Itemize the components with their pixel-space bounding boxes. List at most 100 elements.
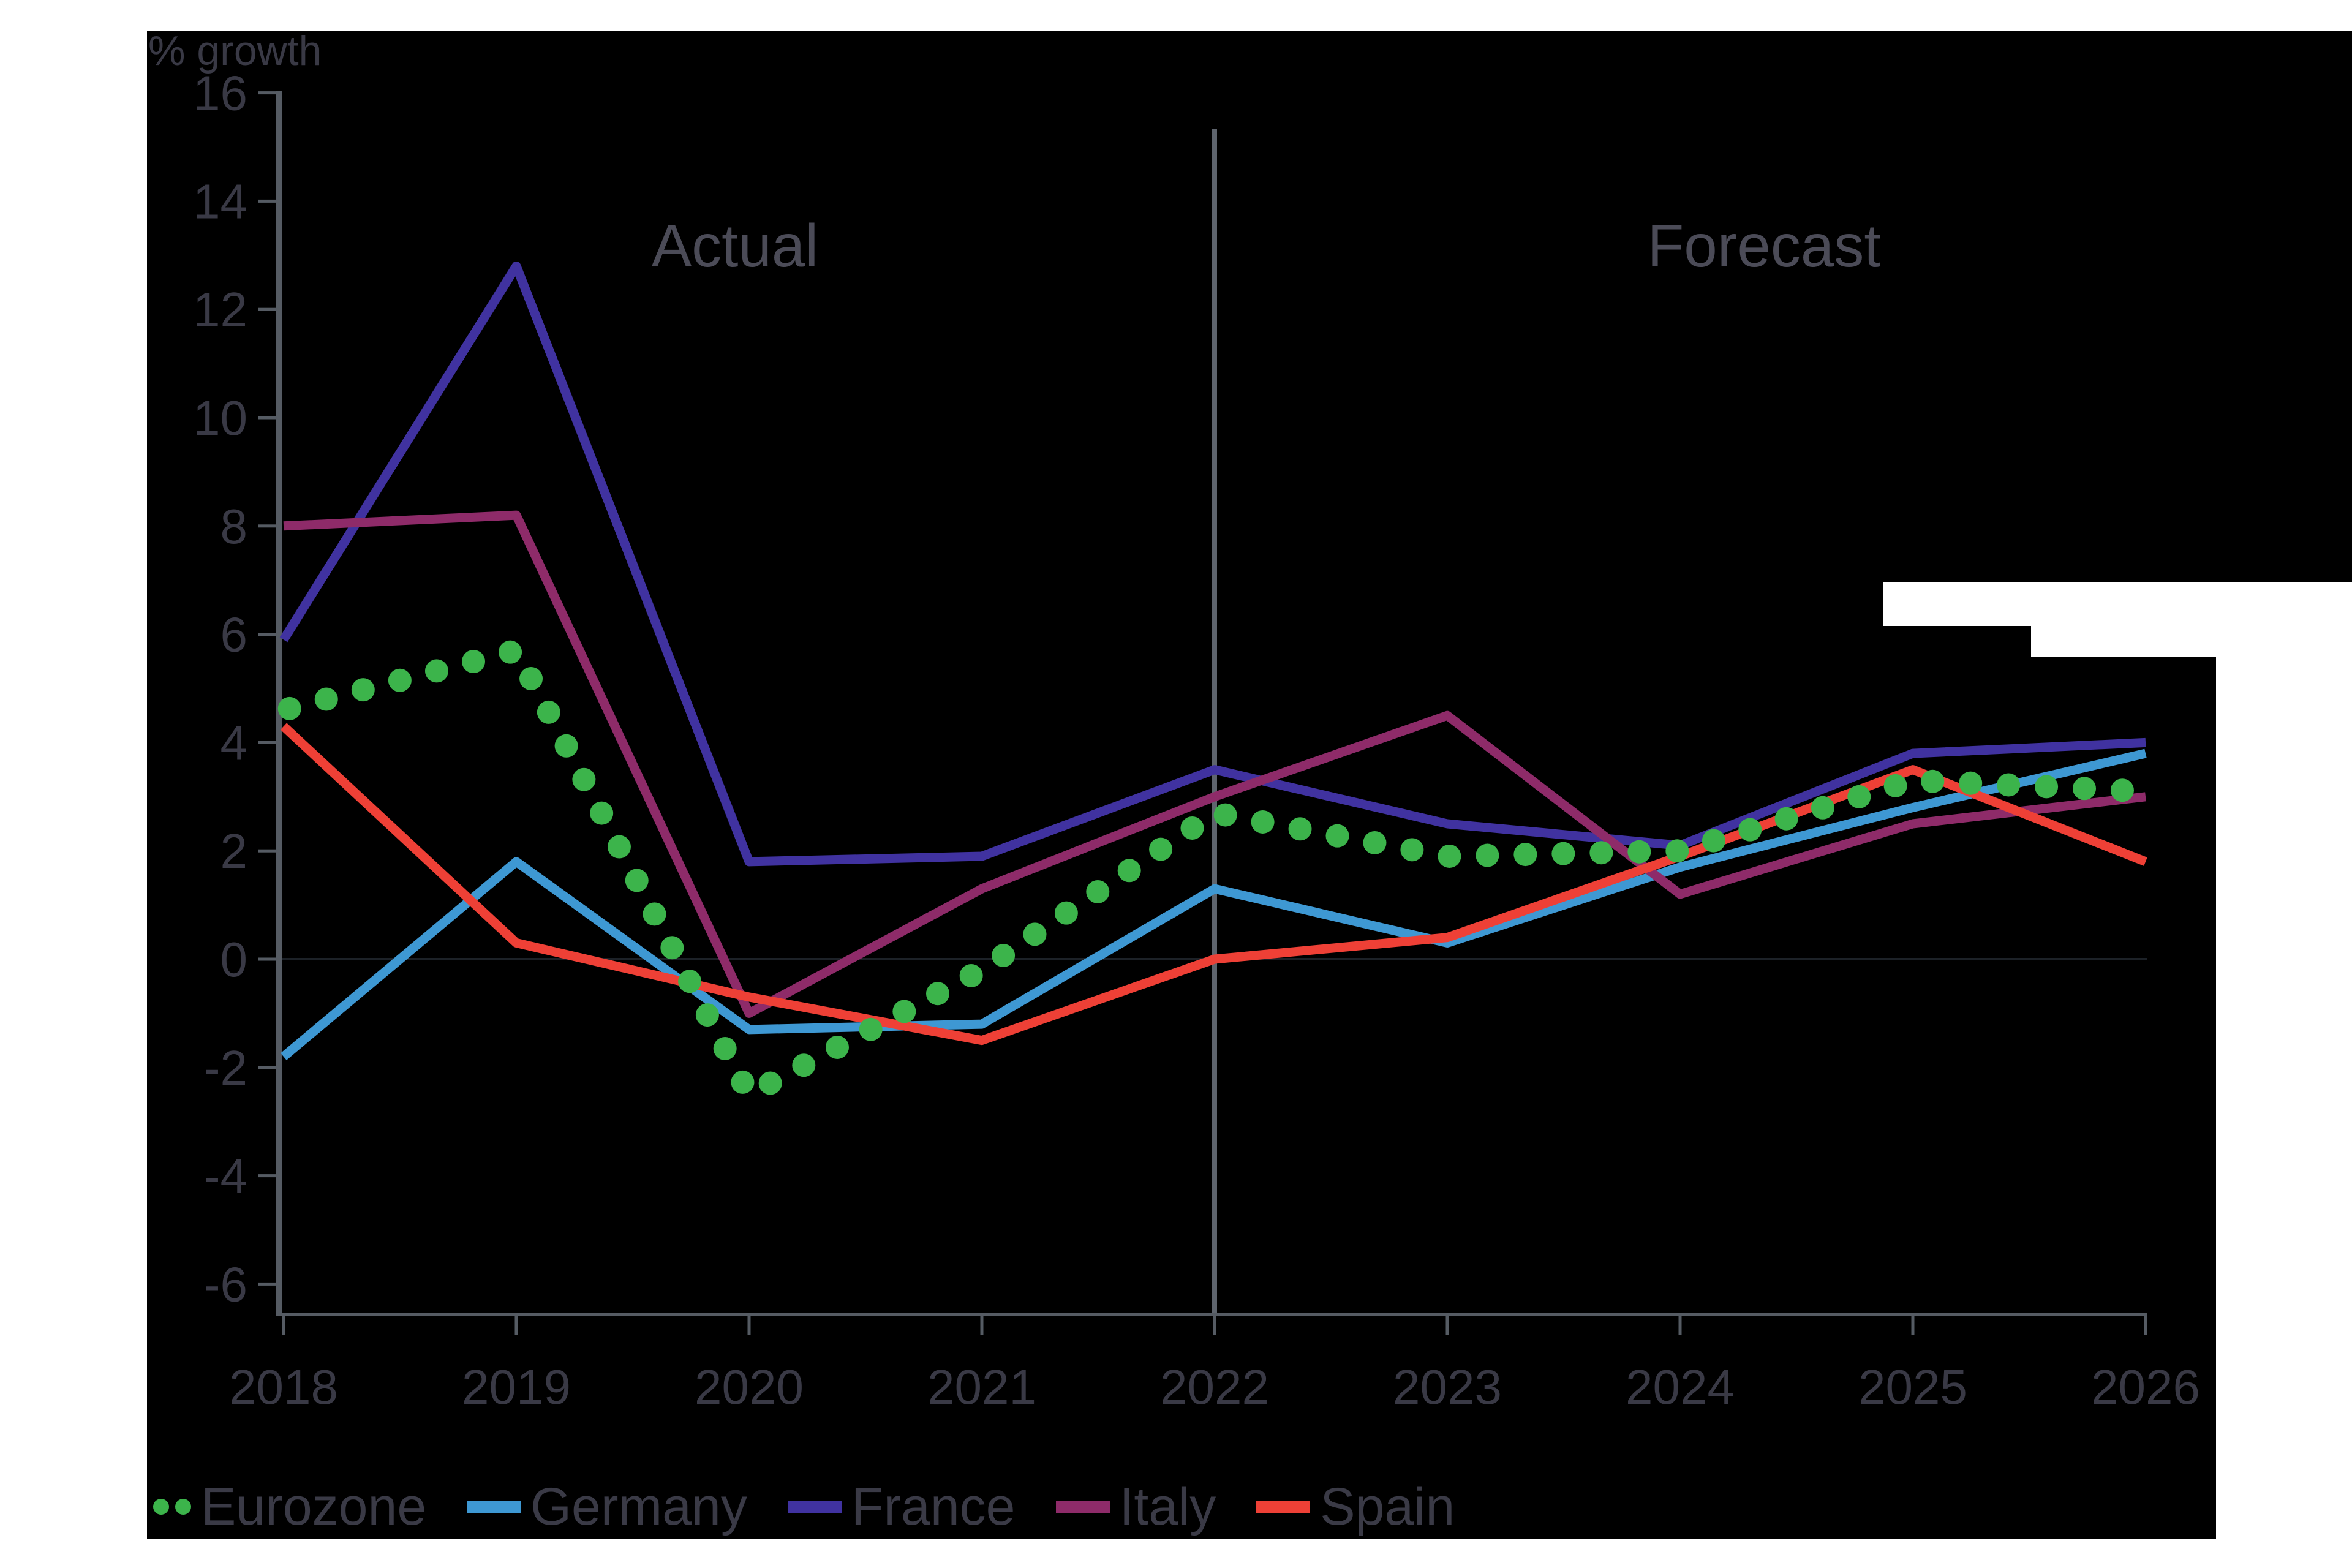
series-dot — [678, 970, 702, 993]
series-dot — [1363, 831, 1387, 854]
white-mask-bottom — [0, 1539, 2352, 1568]
series-dot — [1023, 922, 1047, 946]
y-tick-label: -2 — [204, 1041, 247, 1095]
series-dot — [643, 902, 666, 926]
white-mask-left — [0, 0, 147, 1568]
x-tick-label: 2019 — [462, 1360, 571, 1414]
series-line-germany — [281, 748, 2147, 1060]
y-tick — [258, 849, 279, 853]
series-dot — [519, 666, 543, 690]
series-dot — [1847, 785, 1871, 809]
series-line-france — [279, 261, 2146, 867]
actual-forecast-divider — [1212, 129, 1217, 1314]
x-tick — [1678, 1314, 1682, 1335]
series-dot — [2073, 777, 2097, 801]
series-dot — [959, 963, 983, 987]
series-dot — [758, 1071, 782, 1095]
series-dot — [695, 1003, 719, 1027]
x-tick — [514, 1314, 518, 1335]
x-tick — [980, 1314, 984, 1335]
series-dot — [1959, 771, 1983, 795]
series-dot — [1921, 769, 1945, 793]
series-dot — [554, 734, 578, 758]
x-tick-label: 2021 — [927, 1360, 1036, 1414]
series-dot — [2110, 778, 2134, 802]
series-dot — [590, 801, 614, 825]
legend-label: Germany — [530, 1477, 747, 1536]
legend: Eurozone Germany France Italy Spain — [153, 1475, 1455, 1539]
legend-label: Eurozone — [201, 1477, 427, 1536]
y-tick — [258, 91, 279, 95]
white-mask-top — [0, 0, 2352, 31]
series-dot — [625, 869, 649, 892]
legend-label: Spain — [1320, 1477, 1455, 1536]
legend-line-swatch — [467, 1501, 521, 1513]
series-dot — [660, 936, 684, 960]
y-tick — [258, 1174, 279, 1178]
y-tick-label: -6 — [204, 1257, 247, 1311]
series-dot — [925, 982, 949, 1006]
series-dot — [1883, 774, 1907, 797]
series-dot — [1774, 807, 1798, 831]
white-mask-step-b — [2031, 582, 2216, 657]
x-tick — [1213, 1314, 1216, 1335]
legend-dotted-swatch — [153, 1499, 191, 1515]
legend-item-spain: Spain — [1256, 1480, 1455, 1533]
series-dot — [713, 1036, 737, 1060]
series-dot — [1325, 824, 1349, 848]
series-dot — [1702, 829, 1725, 853]
series-dot — [731, 1070, 755, 1094]
x-tick-label: 2022 — [1160, 1360, 1269, 1414]
legend-label: Italy — [1119, 1477, 1216, 1536]
series-dot — [859, 1017, 883, 1041]
y-tick — [258, 524, 279, 528]
x-tick-label: 2023 — [1393, 1360, 1502, 1414]
y-tick-label: 14 — [193, 174, 247, 228]
series-dot — [792, 1054, 816, 1077]
series-dot — [1149, 837, 1173, 861]
series-dot — [1213, 803, 1237, 827]
y-tick — [258, 416, 279, 420]
series-dot — [1811, 796, 1834, 820]
series-dot — [892, 1000, 916, 1023]
legend-line-swatch — [1055, 1501, 1110, 1513]
y-tick — [258, 307, 279, 311]
x-tick — [1911, 1314, 1915, 1335]
legend-line-swatch — [787, 1501, 842, 1513]
y-axis-line — [276, 91, 282, 1314]
x-tick-label: 2025 — [1858, 1360, 1967, 1414]
series-dot — [1117, 859, 1141, 883]
series-dot — [1400, 838, 1424, 862]
series-dot — [277, 696, 301, 720]
legend-label: France — [851, 1477, 1016, 1536]
y-tick-label: 2 — [221, 824, 248, 878]
series-dot — [314, 687, 338, 711]
series-dot — [1476, 843, 1499, 867]
series-line-italy — [283, 510, 2146, 1018]
series-dot — [1627, 840, 1651, 864]
x-tick — [1446, 1314, 1449, 1335]
series-dot — [388, 668, 412, 692]
series-dot — [499, 640, 522, 664]
annotation-actual: Actual — [651, 212, 819, 279]
y-tick-label: 0 — [221, 932, 248, 987]
white-mask-right-column — [2216, 582, 2352, 1568]
series-dot — [351, 678, 375, 702]
legend-line-swatch — [1256, 1501, 1311, 1513]
legend-dot — [153, 1499, 169, 1515]
y-tick-label: 8 — [221, 499, 248, 554]
series-dot — [1738, 818, 1762, 842]
x-tick — [282, 1314, 285, 1335]
series-dot — [1438, 844, 1461, 868]
x-tick-label: 2020 — [695, 1360, 804, 1414]
y-tick — [258, 199, 279, 203]
y-tick — [258, 633, 279, 636]
x-tick — [747, 1314, 751, 1335]
series-dot — [1665, 839, 1689, 863]
y-tick-label: 10 — [193, 391, 247, 445]
y-tick-label: 12 — [193, 282, 247, 337]
x-tick-label: 2024 — [1626, 1360, 1735, 1414]
y-tick-label: 4 — [221, 715, 248, 770]
y-axis-title: % growth — [148, 28, 322, 74]
